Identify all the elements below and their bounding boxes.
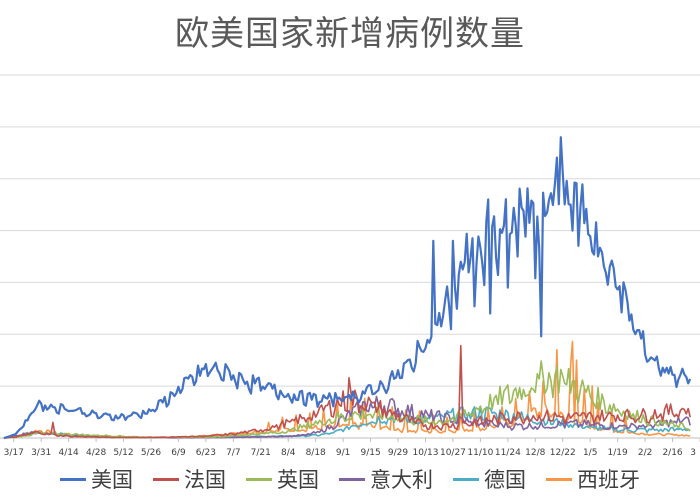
x-tick-label: 8/18 [306, 448, 326, 458]
legend-item: 法国 [153, 464, 226, 494]
x-tick-label: 1/5 [583, 448, 597, 458]
legend-swatch [153, 477, 179, 481]
legend-label: 法国 [184, 468, 226, 492]
x-tick-label: 8/4 [281, 448, 296, 458]
x-tick-label: 6/23 [196, 448, 216, 458]
legend-label: 英国 [277, 468, 319, 492]
legend-label: 意大利 [370, 468, 433, 492]
x-tick-label: 2/16 [662, 448, 682, 458]
legend-item: 德国 [453, 464, 526, 494]
chart-title: 欧美国家新增病例数量 [175, 14, 525, 54]
x-tick-label: 3/17 [4, 448, 24, 458]
legend-label: 美国 [91, 468, 133, 492]
x-axis-ticks: 3/17 3/31 4/14 4/28 5/12 5/26 6/9 6/23 7/7 7/21 8/… [4, 438, 700, 458]
x-tick-label: 11/10 [467, 448, 493, 458]
legend-label: 德国 [484, 468, 526, 492]
x-tick-label: 10/27 [440, 448, 466, 458]
series-line-英国 [3, 360, 691, 439]
x-tick-label: 10/13 [413, 448, 439, 458]
legend-swatch [453, 477, 479, 481]
x-tick-label: 7/21 [251, 448, 271, 458]
x-tick-label: 11/24 [495, 448, 521, 458]
series-line-法国 [3, 344, 691, 439]
legend-item: 英国 [246, 464, 319, 494]
x-tick-label: 9/29 [388, 448, 408, 458]
legend-item: 西班牙 [546, 464, 640, 494]
series-lines [3, 136, 692, 440]
legend-swatch [246, 477, 272, 481]
legend: 美国 法国 英国 意大利 德国 西班牙 [0, 462, 700, 496]
legend-swatch [546, 477, 572, 481]
legend-label: 西班牙 [577, 468, 640, 492]
x-tick-label: 12/22 [550, 448, 576, 458]
x-tick-label: 5/26 [141, 448, 161, 458]
x-tick-label: 3/31 [31, 448, 51, 458]
x-tick-label: 9/15 [360, 448, 380, 458]
legend-item: 意大利 [339, 464, 433, 494]
x-tick-label: 9/1 [336, 448, 350, 458]
x-tick-label: 5/12 [113, 448, 133, 458]
x-tick-label: 1/19 [608, 448, 628, 458]
x-tick-label: 4/14 [59, 448, 79, 458]
x-tick-label: 3 [690, 448, 696, 458]
legend-item: 美国 [60, 464, 133, 494]
series-line-美国 [3, 136, 692, 440]
x-tick-label: 2/2 [638, 448, 652, 458]
legend-swatch [60, 477, 86, 481]
x-tick-label: 4/28 [86, 448, 106, 458]
x-tick-label: 7/7 [226, 448, 240, 458]
x-tick-label: 12/8 [525, 448, 545, 458]
legend-swatch [339, 477, 365, 481]
x-tick-label: 6/9 [171, 448, 186, 458]
